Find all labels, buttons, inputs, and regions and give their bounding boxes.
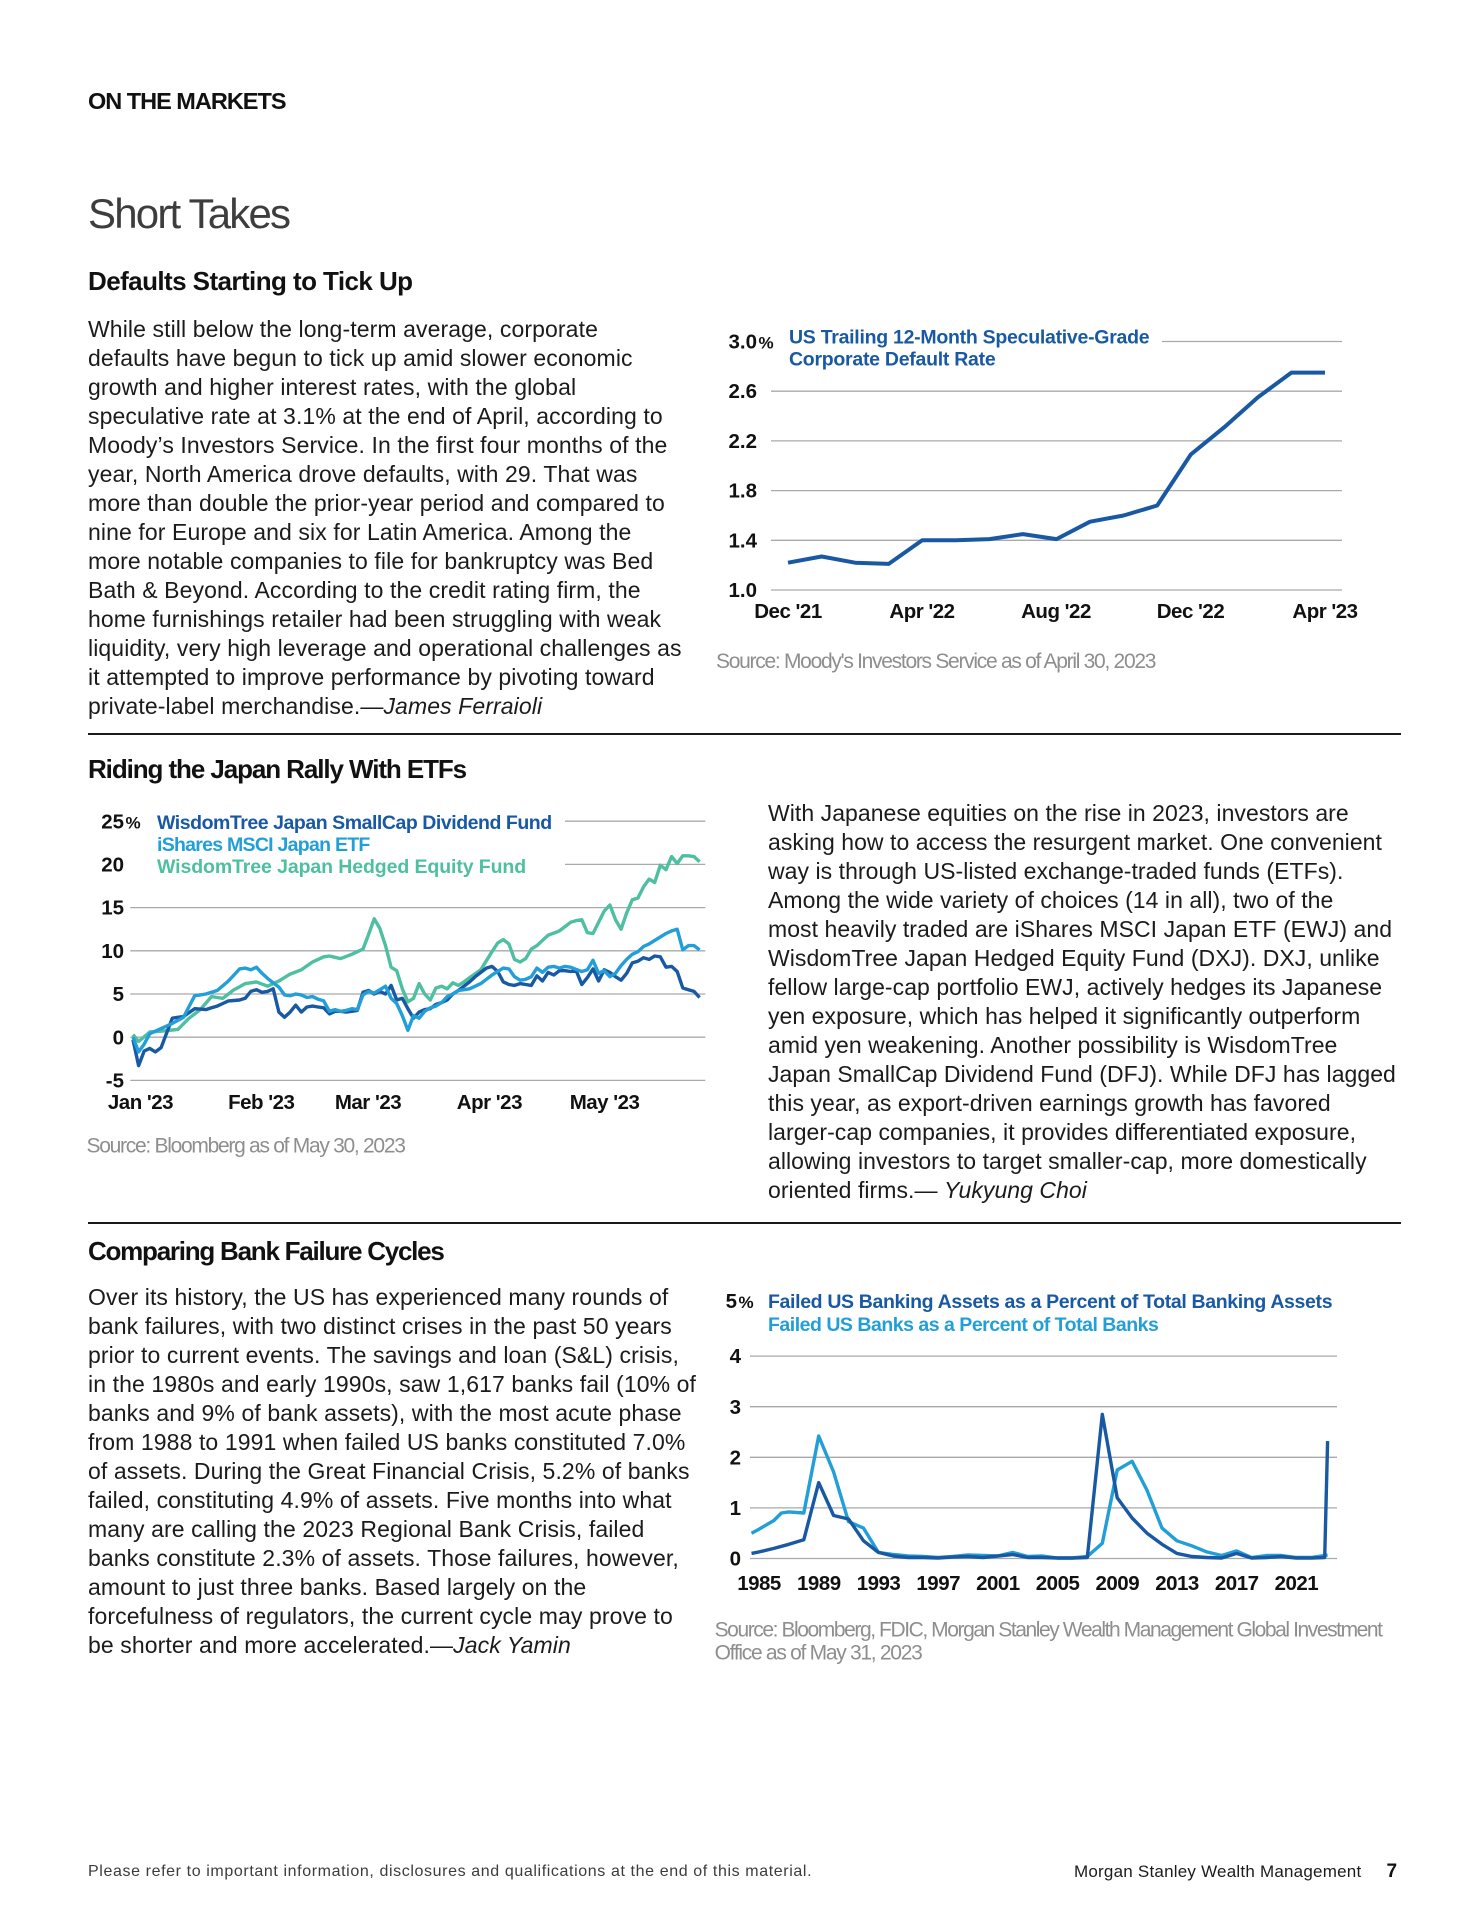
svg-text:2021: 2021 — [1275, 1572, 1319, 1595]
svg-text:5: 5 — [726, 1290, 737, 1313]
svg-text:Source: Moody's Investors Serv: Source: Moody's Investors Service as of … — [716, 650, 1156, 673]
svg-text:0: 0 — [113, 1026, 124, 1049]
svg-text:WisdomTree Japan SmallCap Divi: WisdomTree Japan SmallCap Dividend Fund — [157, 812, 552, 834]
svg-text:1989: 1989 — [797, 1572, 841, 1595]
svg-text:WisdomTree Japan Hedged Equity: WisdomTree Japan Hedged Equity Fund — [157, 856, 526, 878]
svg-text:1: 1 — [730, 1497, 741, 1520]
svg-text:2: 2 — [730, 1446, 741, 1469]
svg-text:3.0: 3.0 — [729, 331, 758, 354]
svg-text:Corporate Default Rate: Corporate Default Rate — [789, 349, 996, 371]
svg-text:%: % — [739, 1293, 754, 1312]
svg-text:%: % — [126, 813, 141, 832]
svg-text:Jan '23: Jan '23 — [108, 1091, 173, 1114]
svg-text:Failed US Banks as a Percent o: Failed US Banks as a Percent of Total Ba… — [768, 1314, 1159, 1336]
svg-text:1997: 1997 — [916, 1572, 960, 1595]
svg-text:2001: 2001 — [976, 1572, 1020, 1595]
svg-text:3: 3 — [730, 1396, 741, 1419]
svg-text:2017: 2017 — [1215, 1572, 1259, 1595]
svg-text:May '23: May '23 — [570, 1091, 640, 1114]
svg-text:Apr '22: Apr '22 — [889, 600, 954, 623]
svg-text:Apr '23: Apr '23 — [457, 1091, 522, 1114]
svg-text:Apr '23: Apr '23 — [1292, 600, 1357, 623]
svg-text:1.4: 1.4 — [729, 529, 758, 552]
svg-text:US Trailing 12-Month Speculati: US Trailing 12-Month Speculative-Grade — [789, 326, 1150, 348]
svg-text:2.6: 2.6 — [729, 380, 758, 403]
svg-text:Dec '22: Dec '22 — [1157, 600, 1225, 623]
svg-text:Failed US Banking Assets as a: Failed US Banking Assets as a Percent of… — [768, 1291, 1333, 1313]
svg-text:Feb '23: Feb '23 — [228, 1091, 294, 1114]
svg-text:Source: Bloomberg, FDIC, Morga: Source: Bloomberg, FDIC, Morgan Stanley … — [715, 1618, 1384, 1641]
svg-text:Office as of May 31, 2023: Office as of May 31, 2023 — [715, 1642, 923, 1665]
svg-text:Source: Bloomberg as of May 30: Source: Bloomberg as of May 30, 2023 — [87, 1135, 406, 1158]
svg-text:Aug '22: Aug '22 — [1021, 600, 1091, 623]
svg-text:1.0: 1.0 — [729, 579, 758, 602]
svg-text:15: 15 — [101, 897, 124, 920]
svg-text:2005: 2005 — [1036, 1572, 1080, 1595]
svg-text:Dec '21: Dec '21 — [754, 600, 822, 623]
svg-text:1.8: 1.8 — [729, 480, 758, 503]
svg-text:2009: 2009 — [1095, 1572, 1139, 1595]
svg-text:1993: 1993 — [857, 1572, 901, 1595]
svg-text:-5: -5 — [106, 1070, 124, 1093]
svg-text:20: 20 — [101, 854, 124, 877]
svg-text:25: 25 — [101, 810, 124, 833]
svg-text:1985: 1985 — [737, 1572, 781, 1595]
svg-text:10: 10 — [101, 940, 124, 963]
svg-text:2.2: 2.2 — [729, 430, 758, 453]
svg-text:%: % — [759, 334, 774, 353]
svg-text:2013: 2013 — [1155, 1572, 1199, 1595]
svg-text:5: 5 — [113, 983, 124, 1006]
svg-text:iShares MSCI Japan ETF: iShares MSCI Japan ETF — [157, 834, 370, 856]
svg-text:0: 0 — [730, 1548, 741, 1571]
svg-text:4: 4 — [730, 1345, 742, 1368]
svg-text:Mar '23: Mar '23 — [335, 1091, 401, 1114]
